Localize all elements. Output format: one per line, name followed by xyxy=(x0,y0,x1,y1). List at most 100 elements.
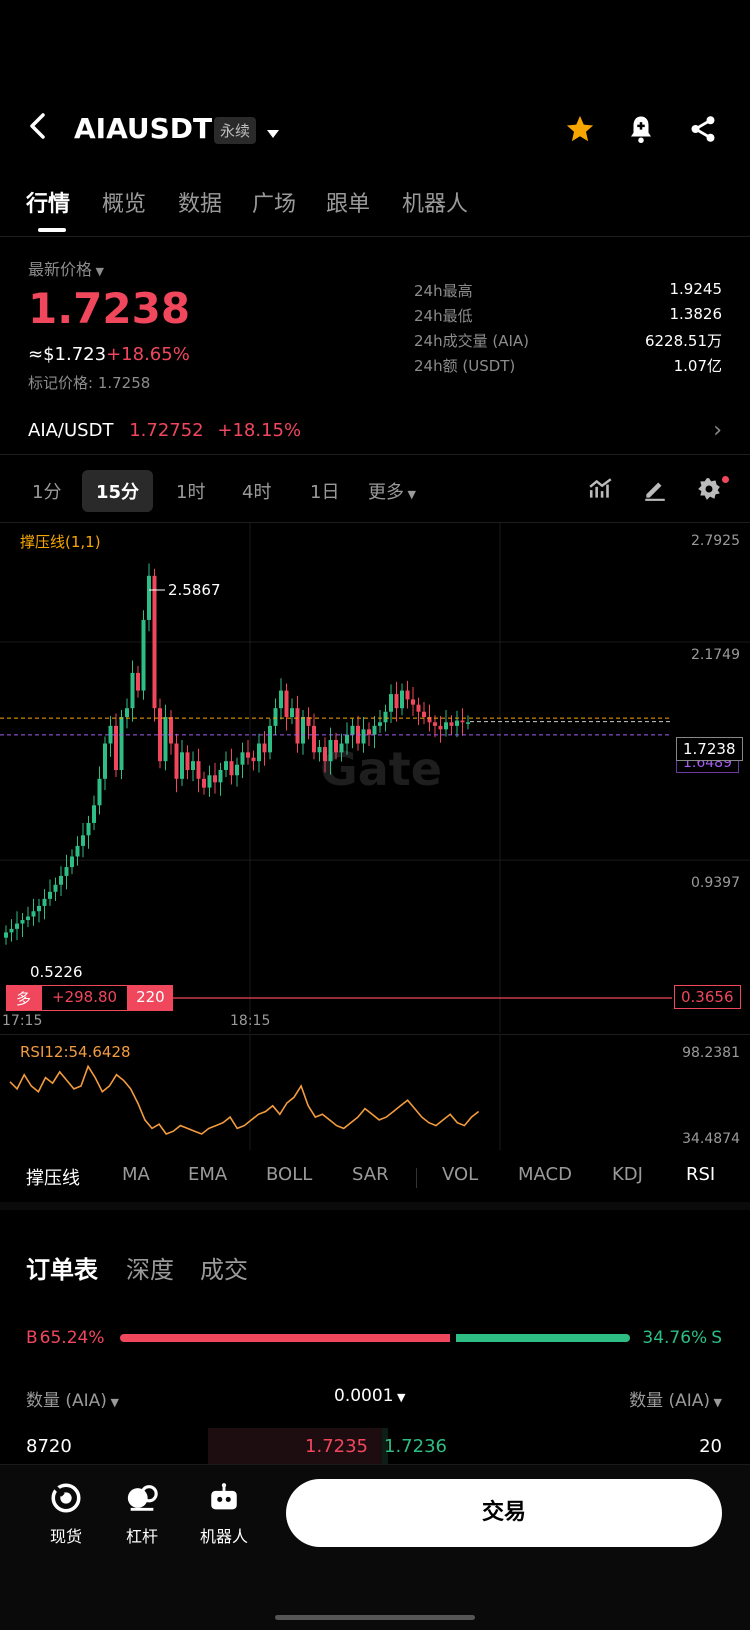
ind-macd[interactable]: MACD xyxy=(518,1164,572,1185)
candle-body xyxy=(224,761,228,770)
spot-change: +18.15% xyxy=(217,420,302,441)
candle-body xyxy=(345,734,349,744)
indicator-separator xyxy=(416,1168,417,1188)
tab-square[interactable]: 广场 xyxy=(252,192,297,217)
tab-overview[interactable]: 概览 xyxy=(102,192,147,217)
candle-body xyxy=(15,923,19,929)
nav-margin[interactable]: 杠杆 xyxy=(116,1481,168,1561)
stats-block: 24h最高 1.9245 24h最低 1.3826 24h成交量 (AIA) 6228… xyxy=(414,280,722,380)
nav-bot[interactable]: 机器人 xyxy=(192,1481,256,1561)
candle-body xyxy=(427,717,432,723)
candle-body xyxy=(312,725,316,753)
candle-body xyxy=(279,690,283,709)
kline-chart[interactable]: Gate 撑压线(1,1) 2.7925 2.1749 0.9397 2.586… xyxy=(0,523,750,1033)
candle-body xyxy=(141,619,146,691)
candle-body xyxy=(70,856,74,868)
trade-button[interactable]: 交易 xyxy=(286,1479,722,1547)
divider xyxy=(0,236,750,237)
tab-market[interactable]: 行情 xyxy=(26,192,71,217)
position-bar[interactable]: 多 +298.80 220 xyxy=(6,985,173,1011)
candle-body xyxy=(455,720,459,726)
star-icon[interactable] xyxy=(564,114,596,148)
stat-label: 24h最高 xyxy=(414,282,473,300)
candle-body xyxy=(31,911,36,917)
tab-bot[interactable]: 机器人 xyxy=(402,192,469,217)
ind-ema[interactable]: EMA xyxy=(188,1164,228,1185)
indicator-bar: 撑压线 MA EMA BOLL SAR VOL MACD KDJ RSI xyxy=(0,1158,750,1198)
candle-body xyxy=(339,743,344,753)
settings-icon[interactable] xyxy=(696,476,722,506)
candle-body xyxy=(235,764,239,776)
y-axis-label: 2.1749 xyxy=(691,647,740,663)
candle-body xyxy=(229,761,234,776)
indicator-chart-icon[interactable] xyxy=(588,476,614,506)
tab-depth[interactable]: 深度 xyxy=(126,1256,174,1284)
candle-body xyxy=(207,775,212,788)
tf-4h[interactable]: 4时 xyxy=(242,482,272,503)
tf-1m[interactable]: 1分 xyxy=(32,482,62,503)
candle-body xyxy=(163,717,168,762)
candle-body xyxy=(174,743,179,779)
chevron-down-icon[interactable] xyxy=(266,124,280,143)
pair-title[interactable]: AIAUSDT xyxy=(74,112,213,145)
tab-trades[interactable]: 成交 xyxy=(200,1256,248,1284)
candle-body xyxy=(191,761,195,770)
tf-1d[interactable]: 1日 xyxy=(310,482,340,503)
orderbook-row[interactable]: 8720 1.7235 1.7236 20 xyxy=(0,1428,750,1464)
candle-body xyxy=(180,752,184,779)
section-gap xyxy=(0,1202,750,1210)
col-qty-right[interactable]: 数量 (AIA) ▼ xyxy=(629,1391,722,1411)
col-qty-left[interactable]: 数量 (AIA) ▼ xyxy=(26,1391,119,1411)
tab-orderbook[interactable]: 订单表 xyxy=(26,1256,98,1284)
precision-select[interactable]: 0.0001 ▼ xyxy=(334,1386,406,1406)
candle-body xyxy=(323,747,327,762)
mark-price: 标记价格: 1.7258 xyxy=(28,374,151,392)
margin-icon xyxy=(127,1485,158,1511)
liq-price-tag: 0.3656 xyxy=(674,985,741,1009)
back-icon[interactable] xyxy=(26,112,50,140)
tab-data[interactable]: 数据 xyxy=(178,192,223,217)
candle-body xyxy=(97,778,102,806)
candle-body xyxy=(405,690,410,700)
candle-body xyxy=(246,752,250,758)
spot-row[interactable]: AIA/USDT 1.72752 +18.15% › xyxy=(28,418,722,446)
nav-spot[interactable]: 现货 xyxy=(40,1481,92,1561)
candle-body xyxy=(64,867,69,876)
candle-body xyxy=(449,722,454,726)
chevron-right-icon[interactable]: › xyxy=(713,418,722,443)
nav-margin-label: 杠杆 xyxy=(125,1527,158,1546)
ind-ma[interactable]: MA xyxy=(122,1164,150,1185)
candle-body xyxy=(444,722,448,730)
bid-depth-bar xyxy=(208,1428,382,1464)
rsi-panel[interactable]: RSI12:54.6428 98.2381 34.4874 xyxy=(0,1035,750,1150)
candle-body xyxy=(262,743,267,753)
tf-more[interactable]: 更多 ▼ xyxy=(368,482,416,503)
candle-body xyxy=(81,835,85,846)
stat-value: 1.9245 xyxy=(669,280,723,298)
candle-body xyxy=(48,891,52,899)
share-icon[interactable] xyxy=(688,114,718,148)
spot-icon xyxy=(51,1483,81,1513)
candle-body xyxy=(42,898,47,906)
ind-sr[interactable]: 撑压线 xyxy=(26,1168,80,1189)
ind-sar[interactable]: SAR xyxy=(352,1164,389,1185)
candle-body xyxy=(92,805,96,823)
ind-vol[interactable]: VOL xyxy=(442,1164,479,1185)
ind-kdj[interactable]: KDJ xyxy=(612,1164,643,1185)
tf-15m[interactable]: 15分 xyxy=(82,470,154,512)
tf-1h[interactable]: 1时 xyxy=(176,482,206,503)
bell-icon[interactable] xyxy=(626,114,656,148)
indicator-label: 撑压线(1,1) xyxy=(20,533,101,551)
candle-body xyxy=(9,928,14,933)
candle-body xyxy=(460,720,465,723)
candle-body xyxy=(103,743,107,779)
ind-rsi[interactable]: RSI xyxy=(686,1164,716,1185)
last-price-label[interactable]: 最新价格 ▼ xyxy=(28,260,104,279)
divider xyxy=(0,522,750,523)
tab-copytrade[interactable]: 跟单 xyxy=(326,192,371,217)
ind-boll[interactable]: BOLL xyxy=(266,1164,313,1185)
candle-body xyxy=(284,690,289,718)
draw-icon[interactable] xyxy=(642,476,668,506)
stat-label: 24h额 (USDT) xyxy=(414,357,516,375)
candle-body xyxy=(218,769,223,783)
